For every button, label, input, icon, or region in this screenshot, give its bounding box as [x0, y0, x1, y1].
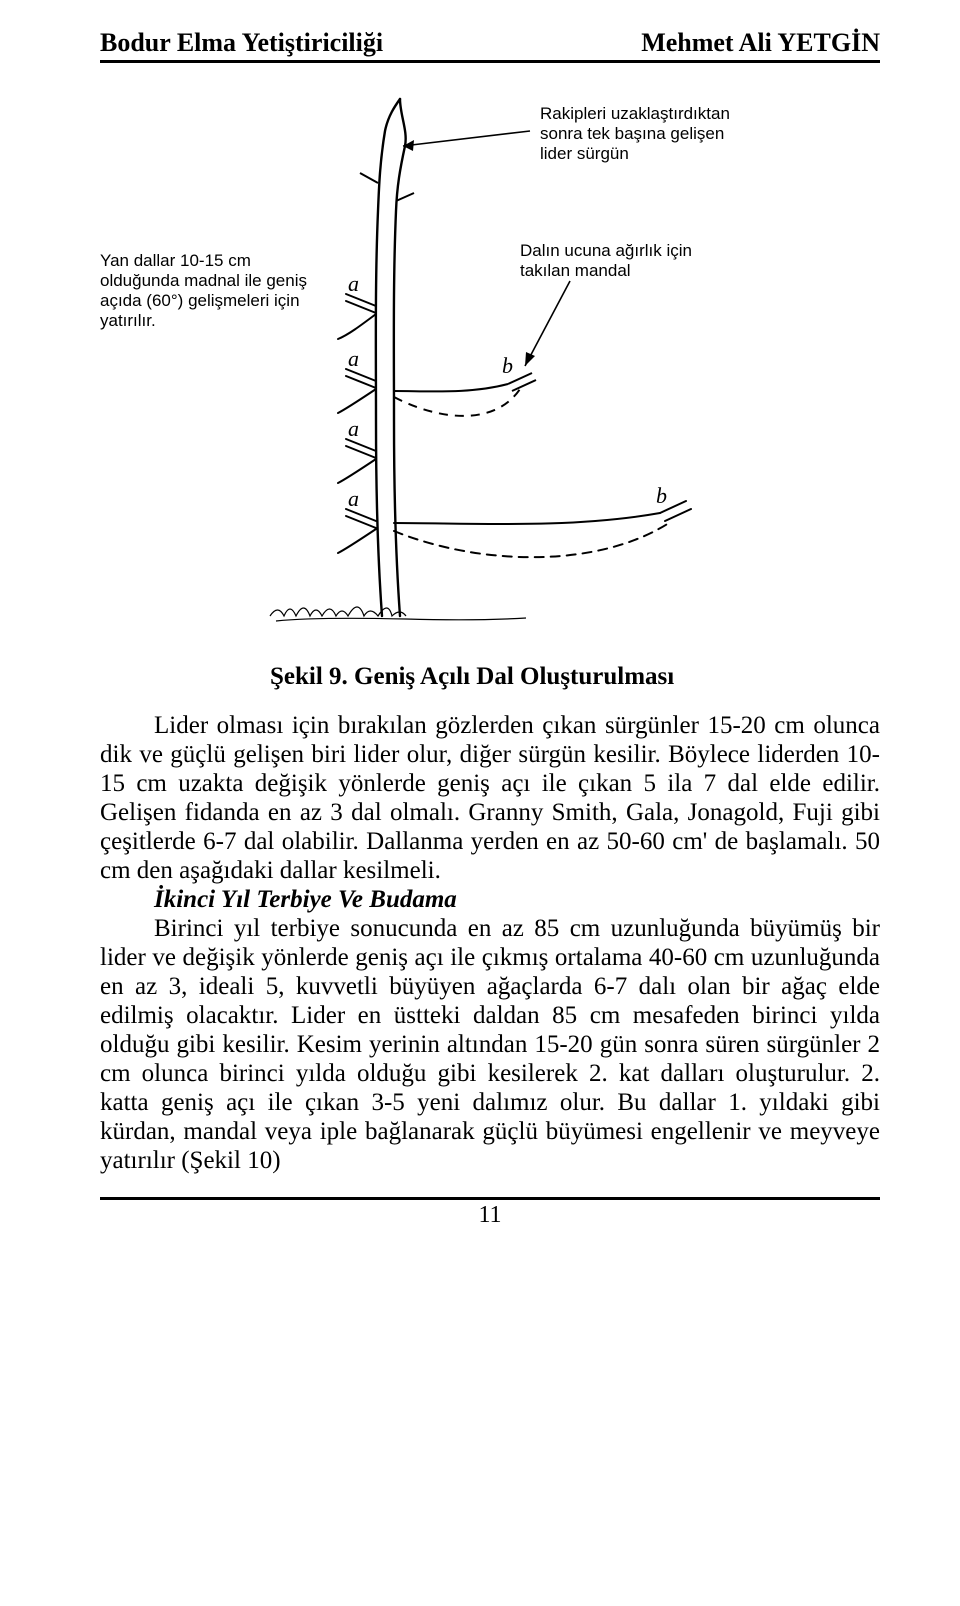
label-mr-2: takılan mandal	[520, 261, 631, 280]
letter-a-3: a	[348, 416, 359, 441]
page-header: Bodur Elma Yetiştiriciliği Mehmet Ali YE…	[100, 28, 880, 63]
page-footer: 11	[100, 1197, 880, 1229]
letter-a-2: a	[348, 346, 359, 371]
figure-caption: Şekil 9. Geniş Açılı Dal Oluşturulması	[270, 663, 880, 691]
tree-training-svg: a a b a	[100, 91, 880, 651]
paragraph-3: Birinci yıl terbiye sonucunda en az 85 c…	[100, 914, 880, 1175]
header-left: Bodur Elma Yetiştiriciliği	[100, 28, 383, 58]
header-right: Mehmet Ali YETGİN	[641, 28, 880, 58]
label-tr-2: sonra tek başına gelişen	[540, 124, 724, 143]
paragraph-1: Lider olması için bırakılan gözlerden çı…	[100, 711, 880, 885]
subheading: İkinci Yıl Terbiye Ve Budama	[154, 886, 457, 913]
label-tr-3: lider sürgün	[540, 144, 629, 163]
label-left-1: Yan dallar 10-15 cm	[100, 251, 251, 270]
label-tr-1: Rakipleri uzaklaştırdıktan	[540, 104, 730, 123]
letter-a-1: a	[348, 271, 359, 296]
label-left-4: yatırılır.	[100, 311, 156, 330]
label-left-2: olduğunda madnal ile geniş	[100, 271, 307, 290]
page-number: 11	[478, 1202, 501, 1228]
label-mr-1: Dalın ucuna ağırlık için	[520, 241, 692, 260]
paragraph-2: İkinci Yıl Terbiye Ve Budama	[100, 885, 880, 914]
letter-b-1: b	[502, 353, 513, 378]
body-text: Lider olması için bırakılan gözlerden çı…	[100, 711, 880, 1175]
label-left-3: açıda (60°) gelişmeleri için	[100, 291, 300, 310]
page-container: Bodur Elma Yetiştiriciliği Mehmet Ali YE…	[0, 0, 960, 1249]
letter-b-2: b	[656, 483, 667, 508]
figure-diagram: a a b a	[100, 91, 880, 651]
letter-a-4: a	[348, 486, 359, 511]
